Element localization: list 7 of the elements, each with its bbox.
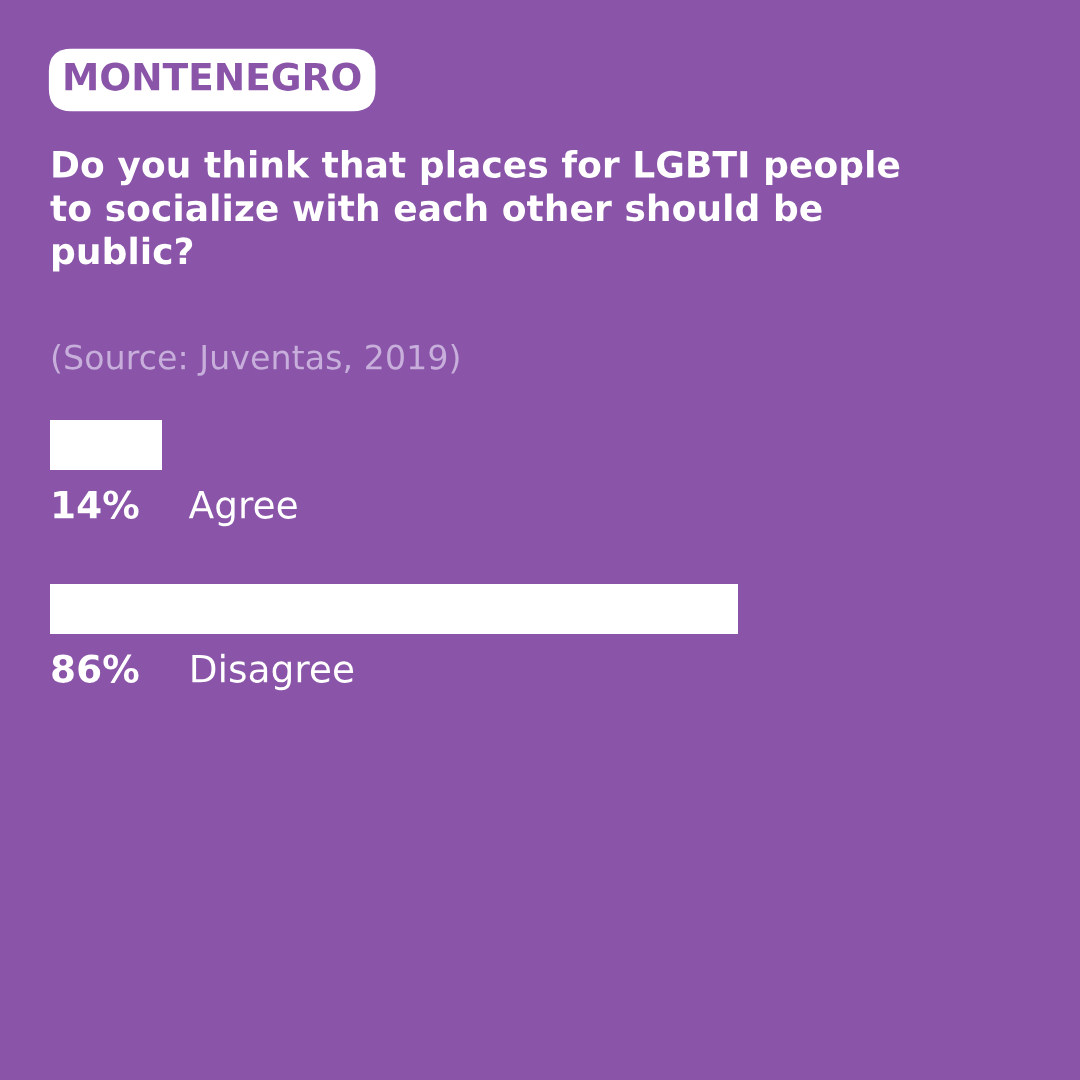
chart-title: MONTENEGRO [65, 62, 361, 91]
chart-subtitle: Do you think that places for LGBTI people to socialize with each other should be public? [50, 150, 900, 272]
y-tick-label: Agree [188, 491, 297, 527]
y-tick-label: Disagree [192, 653, 354, 691]
data-label: 86% [52, 654, 139, 683]
text: (Source: Juventas, 2019) [52, 343, 459, 376]
data-label: 14% [54, 490, 139, 519]
